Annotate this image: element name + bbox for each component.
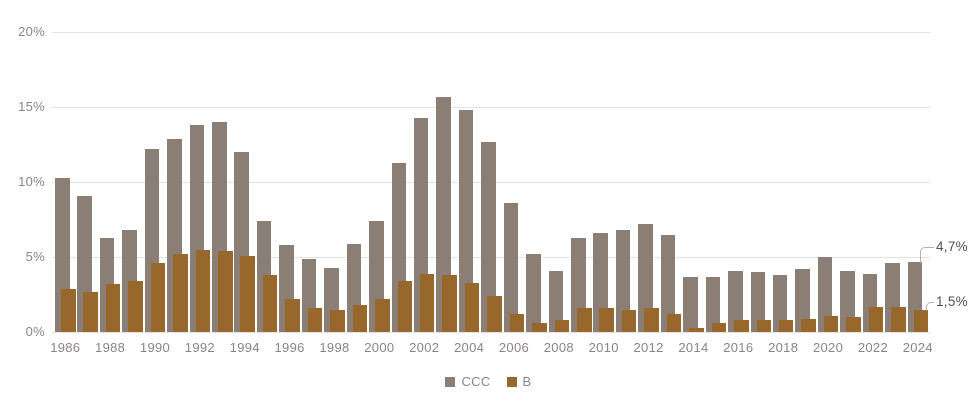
x-axis-tick-label: 2018	[768, 340, 799, 355]
x-axis-tick-label: 1992	[184, 340, 215, 355]
bar-b-1993	[218, 251, 233, 332]
annotation-leader-b	[925, 301, 934, 311]
bar-ccc-2017	[750, 272, 765, 332]
bar-ccc-2010	[593, 233, 608, 332]
annotation-ccc-2024: 4,7%	[936, 238, 968, 254]
bar-b-1994	[240, 255, 255, 332]
bar-b-2000	[375, 299, 390, 332]
bar-b-2024	[913, 309, 929, 332]
bar-b-1990	[150, 263, 166, 332]
bar-b-2009	[577, 308, 592, 332]
bar-b-2008	[554, 320, 570, 332]
x-axis-tick-label: 2022	[857, 340, 888, 355]
bar-b-1995	[262, 275, 278, 332]
bar-b-1989	[128, 281, 143, 332]
bar-ccc-2020	[817, 257, 833, 332]
y-axis-tick-label: 0%	[25, 324, 45, 339]
bar-b-1997	[307, 308, 323, 332]
annotation-b-2024: 1,5%	[936, 293, 968, 309]
legend: CCC B	[0, 374, 977, 389]
x-axis-tick-label: 2014	[678, 340, 709, 355]
bar-b-2021	[846, 317, 861, 332]
x-axis-tick-label: 2020	[813, 340, 844, 355]
bar-b-1986	[61, 288, 76, 332]
x-axis-tick-label: 2016	[723, 340, 754, 355]
bar-b-2002	[419, 273, 435, 332]
gridline-15%	[52, 107, 930, 108]
bar-ccc-2003	[436, 96, 451, 332]
bar-b-2006	[509, 314, 525, 332]
bar-ccc-2011	[615, 230, 631, 332]
bar-b-1998	[330, 309, 345, 332]
x-axis-tick-label: 1986	[50, 340, 81, 355]
x-axis-tick-label: 2006	[498, 340, 530, 355]
bar-b-2022	[868, 306, 884, 332]
bar-b-2020	[823, 315, 839, 332]
bar-b-1999	[352, 305, 368, 332]
bar-ccc-2014	[683, 276, 698, 332]
x-axis-tick-label: 1994	[229, 340, 260, 355]
x-axis-tick-label: 2008	[543, 340, 574, 355]
bar-b-1991	[173, 254, 188, 332]
x-axis-tick-label: 1990	[139, 340, 171, 355]
bar-b-2023	[891, 306, 906, 332]
bar-ccc-2015	[705, 276, 721, 332]
bar-b-2007	[532, 323, 547, 332]
bar-b-2013	[666, 314, 682, 332]
legend-swatch-b	[506, 376, 517, 387]
bar-b-2014	[689, 327, 704, 332]
x-axis-tick-label: 2002	[409, 340, 440, 355]
bar-ccc-2012	[638, 224, 653, 332]
bar-ccc-2013	[660, 234, 676, 332]
legend-item-ccc: CCC	[445, 374, 490, 389]
bar-ccc-2018	[772, 275, 788, 332]
x-axis-tick-label: 1996	[274, 340, 305, 355]
legend-swatch-ccc	[445, 376, 456, 387]
bar-b-2018	[778, 320, 794, 332]
legend-label-ccc: CCC	[461, 374, 491, 389]
gridline-20%	[52, 32, 930, 33]
bar-ccc-2021	[840, 270, 855, 332]
bar-b-2004	[464, 282, 480, 332]
x-axis-tick-label: 1998	[319, 340, 350, 355]
bar-ccc-2019	[795, 269, 810, 332]
bar-b-2003	[442, 275, 457, 332]
bar-ccc-2005	[481, 141, 496, 332]
y-axis-tick-label: 20%	[18, 24, 45, 39]
bar-b-1988	[105, 284, 121, 332]
bar-b-2011	[621, 309, 637, 332]
y-axis-tick-label: 10%	[18, 174, 45, 189]
legend-label-b: B	[522, 374, 532, 389]
gridline-0%	[52, 332, 930, 333]
bar-ccc-2008	[548, 270, 564, 332]
x-axis-tick-label: 2000	[364, 340, 395, 355]
bar-ccc-2004	[458, 110, 474, 332]
x-axis-tick-label: 2012	[633, 340, 664, 355]
bar-b-2017	[756, 320, 771, 332]
bar-b-2005	[487, 296, 502, 332]
x-axis-tick-label: 2024	[902, 340, 933, 355]
bar-b-2015	[711, 323, 727, 332]
bar-b-2001	[397, 281, 413, 332]
bar-b-2016	[734, 320, 749, 332]
bar-ccc-2007	[526, 254, 541, 332]
annotation-leader-ccc	[919, 246, 934, 263]
y-axis-tick-label: 5%	[25, 249, 45, 264]
bar-b-1996	[285, 299, 300, 332]
y-axis-tick-label: 15%	[18, 99, 45, 114]
bar-b-2012	[644, 308, 659, 332]
x-axis-tick-label: 1988	[95, 340, 126, 355]
bar-b-1992	[195, 249, 211, 332]
bar-ccc-2006	[503, 203, 519, 332]
x-axis-tick-label: 2010	[588, 340, 619, 355]
legend-item-b: B	[506, 374, 532, 389]
x-axis-tick-label: 2004	[454, 340, 485, 355]
bar-ccc-2016	[728, 270, 743, 332]
bar-b-2019	[801, 318, 816, 332]
bar-b-1987	[83, 291, 98, 332]
bar-b-2010	[599, 308, 614, 332]
